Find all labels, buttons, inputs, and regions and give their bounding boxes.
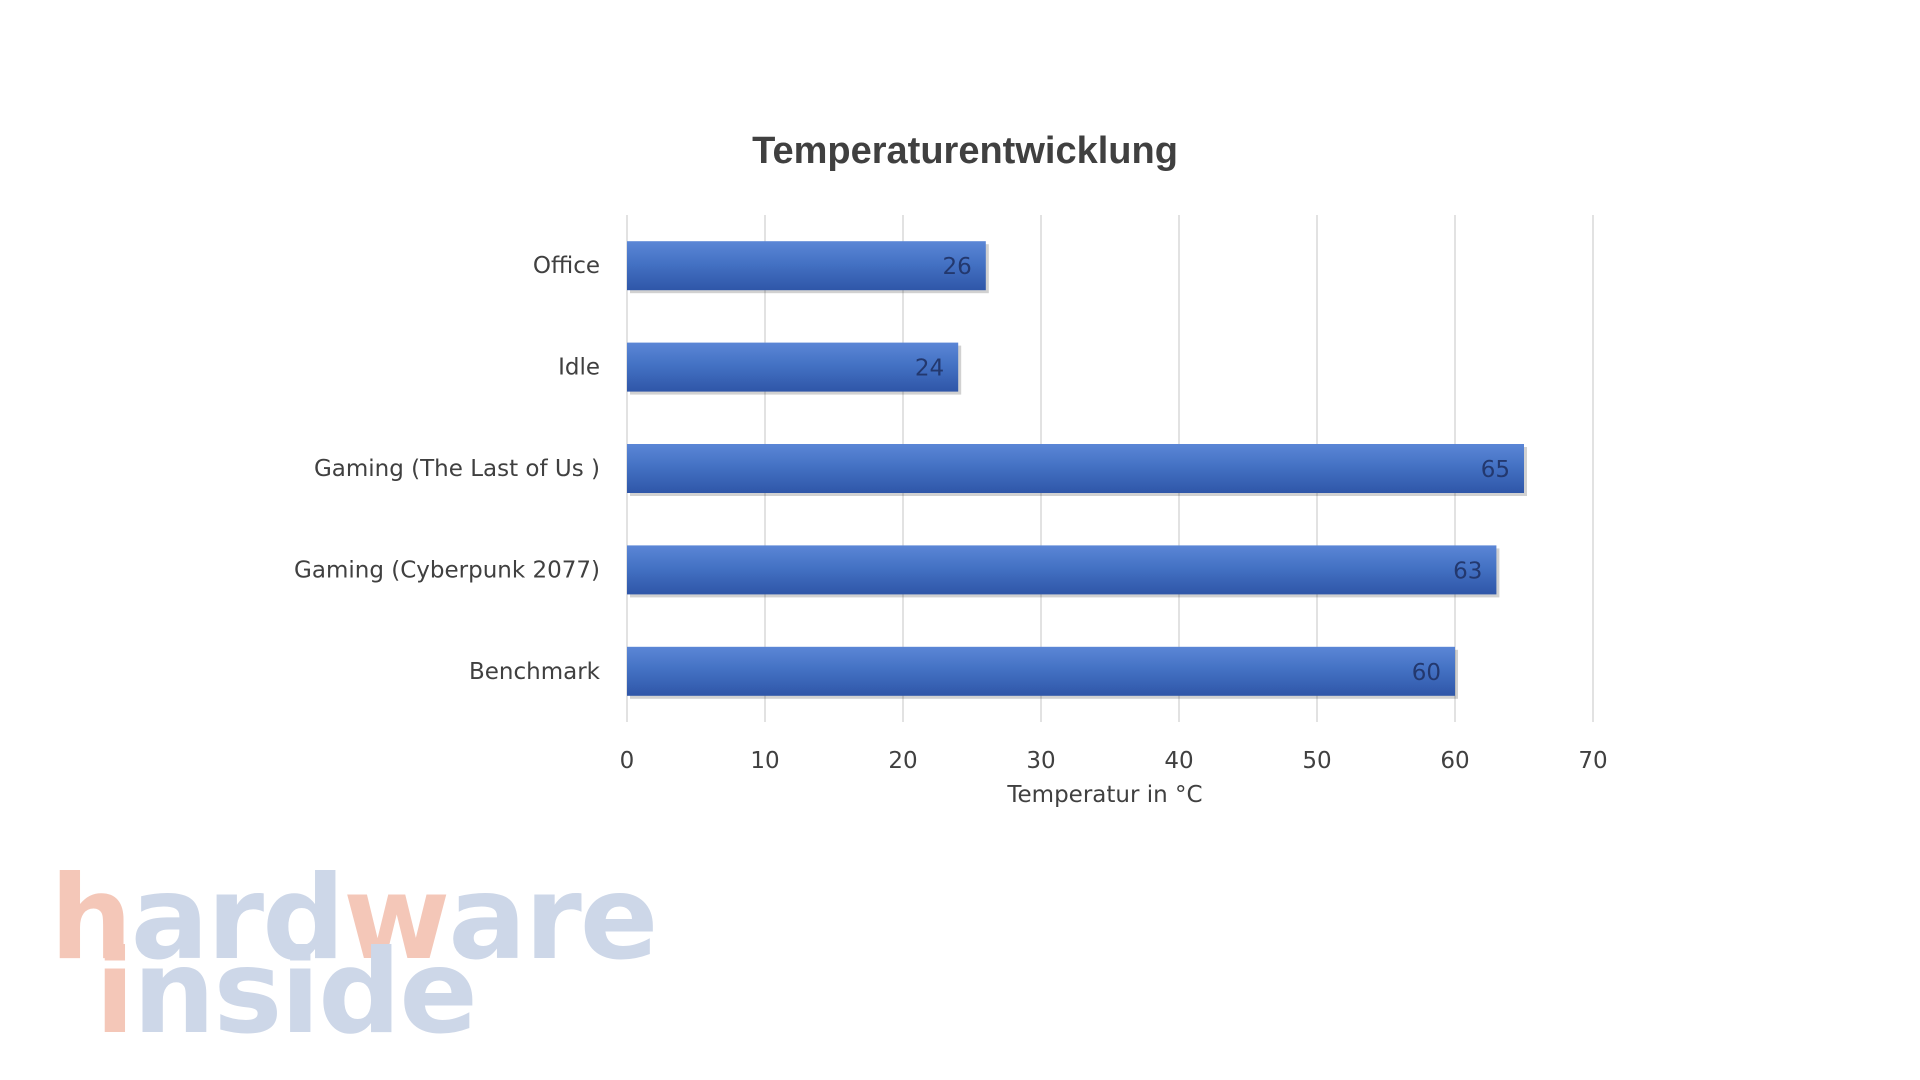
- bar: [627, 646, 1455, 696]
- x-tick-label: 0: [620, 748, 635, 774]
- chart-title: Temperaturentwicklung: [752, 130, 1178, 172]
- category-label: Idle: [558, 355, 600, 381]
- x-tick-label: 10: [750, 748, 779, 774]
- logo-part-w: w: [343, 851, 448, 986]
- x-tick-label: 30: [1026, 748, 1055, 774]
- bar: [627, 241, 986, 291]
- x-tick-labels: 0 10 20 30 40 50 60 70: [620, 748, 1608, 774]
- x-tick-label: 60: [1440, 748, 1469, 774]
- x-tick-label: 20: [888, 748, 917, 774]
- bar: [627, 444, 1524, 493]
- x-tick-label: 50: [1302, 748, 1331, 774]
- bar-series: [627, 241, 1527, 699]
- data-label: 24: [915, 356, 944, 382]
- category-label: Benchmark: [469, 659, 601, 685]
- x-tick-label: 40: [1164, 748, 1193, 774]
- logo-part-i: i: [95, 925, 133, 1060]
- logo-part-are: are: [448, 851, 656, 986]
- bar: [627, 545, 1497, 595]
- x-axis-title: Temperatur in °C: [1006, 782, 1202, 808]
- category-labels: Office Idle Gaming (The Last of Us ) Gaming…: [294, 253, 601, 685]
- data-label: 26: [943, 254, 972, 280]
- data-labels: 26 24 65 63 60: [915, 254, 1510, 686]
- bar: [627, 342, 959, 392]
- logo-part-nside: nside: [133, 925, 476, 1060]
- category-label: Office: [533, 253, 600, 279]
- svg-text:hardware: hardware: [50, 851, 656, 986]
- logo-part-ard: ard: [131, 851, 344, 986]
- x-tick-label: 70: [1578, 748, 1607, 774]
- logo-part-h: h: [50, 851, 131, 986]
- category-label: Gaming (Cyberpunk 2077): [294, 557, 600, 583]
- data-label: 60: [1412, 660, 1441, 686]
- svg-text:inside: inside: [95, 925, 476, 1060]
- data-label: 65: [1481, 457, 1510, 483]
- data-label: 63: [1453, 558, 1482, 584]
- category-label: Gaming (The Last of Us ): [314, 456, 600, 482]
- hardwareinside-logo: hardware inside: [50, 851, 658, 1060]
